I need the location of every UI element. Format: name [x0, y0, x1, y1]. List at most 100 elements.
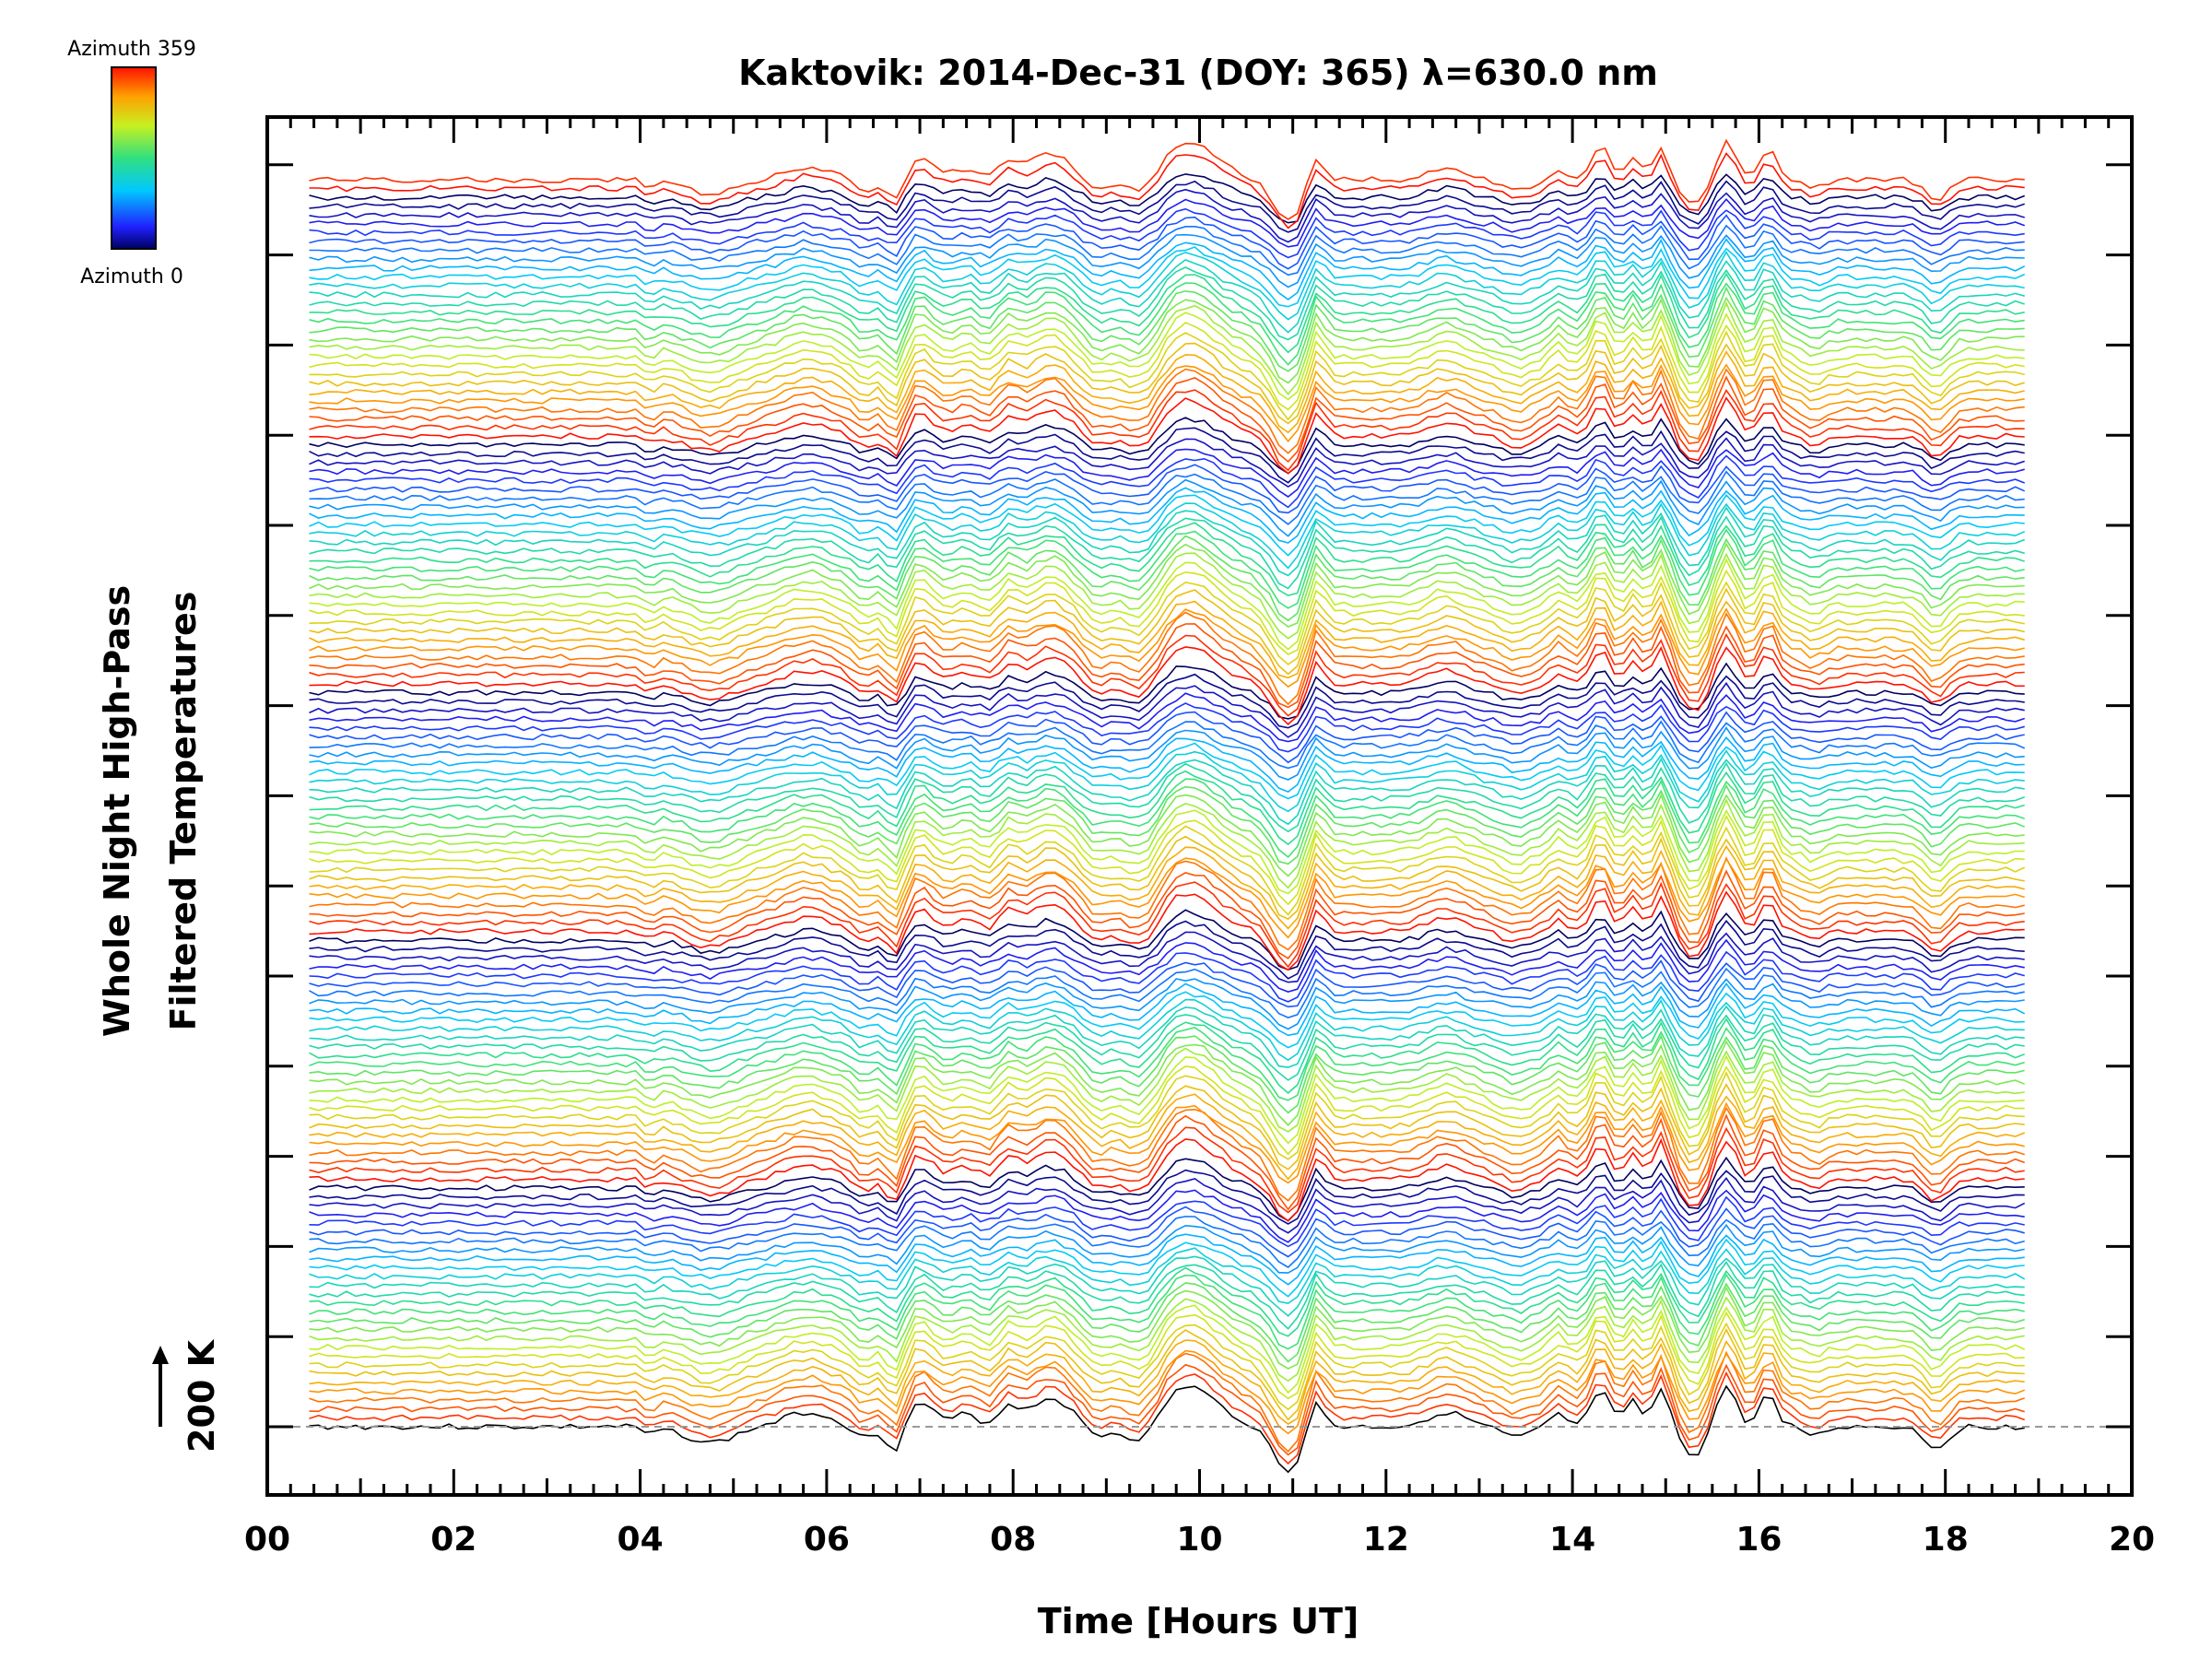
- x-tick-label: 00: [244, 1521, 290, 1559]
- trace-line: [309, 197, 2025, 248]
- trace-line: [309, 1176, 2026, 1234]
- trace-line: [309, 778, 2025, 859]
- trace-line: [309, 1137, 2025, 1222]
- trace-line: [309, 1261, 2025, 1330]
- trace-line: [309, 814, 2025, 906]
- trace-line: [309, 1363, 2025, 1456]
- trace-line: [309, 783, 2026, 865]
- trace-line: [309, 662, 2025, 720]
- trace-line: [309, 890, 2025, 971]
- scale-label: 200 K: [182, 1338, 222, 1453]
- trace-line: [309, 396, 2025, 475]
- trace-line: [309, 1327, 2025, 1421]
- trace-line: [309, 1101, 2025, 1184]
- trace-line: [309, 286, 2025, 372]
- trace-line: [309, 1034, 2025, 1114]
- trace-line: [309, 478, 2025, 537]
- trace-line: [309, 238, 2026, 300]
- trace-line: [309, 1169, 2025, 1225]
- trace-line: [309, 825, 2026, 916]
- x-tick-labels: 00 02 04 06 08 10 12 14 16 18 20: [244, 1521, 2155, 1559]
- scale-indicator: 200 K: [152, 1338, 222, 1453]
- trace-line: [309, 1206, 2025, 1258]
- trace-line: [309, 1071, 2025, 1160]
- ticks: [265, 117, 2134, 1495]
- trace-line: [309, 1195, 2025, 1248]
- trace-line: [309, 919, 2025, 980]
- trace-line: [309, 1014, 2025, 1081]
- trace-line: [309, 726, 2025, 781]
- trace-line: [309, 711, 2025, 764]
- y-axis-label-line1: Whole Night High-Pass: [97, 585, 137, 1037]
- trace-line: [309, 522, 2025, 597]
- trace-line: [309, 600, 2025, 679]
- trace-line: [309, 1065, 2025, 1156]
- x-tick-label: 06: [804, 1521, 850, 1559]
- trace-line: [309, 1005, 2025, 1068]
- trace-line: [309, 363, 2025, 443]
- trace-line: [309, 437, 2025, 488]
- x-tick-label: 14: [1549, 1521, 1595, 1559]
- trace-line: [309, 138, 2025, 220]
- trace-line: [309, 959, 2025, 1008]
- trace-line: [309, 909, 2025, 971]
- trace-line: [309, 835, 2025, 921]
- trace-line: [309, 1238, 2025, 1298]
- trace-line: [309, 552, 2025, 640]
- trace-line: [309, 1266, 2025, 1337]
- trace-line: [309, 427, 2025, 484]
- trace-line: [309, 757, 2025, 826]
- trace-line: [309, 581, 2025, 665]
- trace-line: [309, 214, 2025, 270]
- trace-line: [309, 535, 2025, 622]
- trace-line: [309, 350, 2025, 434]
- trace-line: [309, 991, 2025, 1049]
- trace-line: [309, 1339, 2025, 1426]
- trace-line: [309, 869, 2025, 959]
- trace-line: [309, 1384, 2025, 1474]
- trace-line: [309, 761, 2025, 833]
- trace-line: [309, 632, 2025, 717]
- trace-line: [309, 207, 2025, 259]
- trace-line: [309, 454, 2025, 509]
- trace-line: [309, 978, 2025, 1030]
- trace-line: [309, 1371, 2025, 1465]
- trace-line: [309, 515, 2025, 590]
- trace-line: [309, 1350, 2025, 1453]
- x-tick-label: 08: [990, 1521, 1036, 1559]
- trace-line: [309, 938, 2025, 993]
- trace-line: [309, 611, 2025, 706]
- trace-line: [309, 173, 2026, 224]
- trace-line: [309, 1349, 2026, 1435]
- trace-line: [309, 742, 2025, 800]
- trace-line: [309, 749, 2025, 813]
- trace-line: [309, 720, 2026, 770]
- trace-line: [309, 417, 2025, 475]
- trace-line: [309, 250, 2025, 321]
- trace-line: [309, 587, 2025, 676]
- trace-line: [309, 1273, 2025, 1350]
- trace-line: [309, 1018, 2025, 1094]
- trace-line: [309, 1296, 2025, 1382]
- trace-line: [309, 844, 2025, 930]
- trace-line: [309, 1047, 2025, 1133]
- trace-line: [309, 258, 2025, 334]
- trace-line: [309, 296, 2025, 384]
- trace-line: [309, 388, 2025, 472]
- trace-line: [309, 233, 2025, 288]
- trace-line: [309, 1216, 2025, 1268]
- trace-line: [309, 502, 2026, 570]
- x-tick-label: 02: [430, 1521, 477, 1559]
- trace-line: [309, 1093, 2026, 1181]
- trace-line: [309, 681, 2025, 738]
- trace-line: [309, 623, 2025, 709]
- trace-line: [309, 881, 2025, 969]
- trace-line: [309, 1040, 2026, 1126]
- x-tick-label: 12: [1363, 1521, 1409, 1559]
- colorbar-top-label: Azimuth 359: [67, 38, 196, 61]
- trace-line: [309, 950, 2025, 1003]
- trace-line: [309, 1113, 2025, 1211]
- x-tick-label: 04: [618, 1521, 664, 1559]
- trace-line: [309, 1255, 2025, 1317]
